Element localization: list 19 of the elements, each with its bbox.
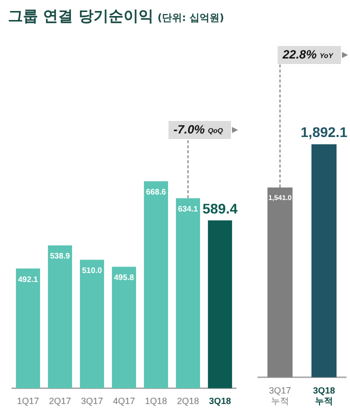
x-tick-label: 3Q17 누적: [268, 385, 292, 406]
data-label: 495.8: [114, 272, 135, 282]
data-label: 634.1: [178, 204, 199, 214]
chart-title: 그룹 연결 당기순이익: [8, 7, 154, 25]
data-label: 492.1: [18, 274, 39, 284]
x-tick-label: 3Q18 누적: [312, 385, 336, 406]
x-tick-label: 3Q18: [208, 396, 232, 406]
data-label: 589.4: [202, 200, 238, 216]
data-label: 538.9: [50, 252, 71, 261]
chart-subtitle: (단위: 십억원): [157, 13, 224, 24]
data-label: 668.6: [146, 187, 167, 196]
x-tick-label: 3Q17: [80, 396, 104, 406]
x-tick-label: 2Q17: [48, 396, 72, 406]
data-label: 1,892.1: [300, 124, 348, 140]
x-tick-label: 4Q17: [112, 396, 136, 406]
x-tick-label: 1Q17: [16, 396, 40, 406]
x-tick-label: 2Q18: [176, 396, 200, 406]
x-tick-label: 1Q18: [144, 396, 168, 406]
data-label: 510.0: [82, 266, 103, 275]
